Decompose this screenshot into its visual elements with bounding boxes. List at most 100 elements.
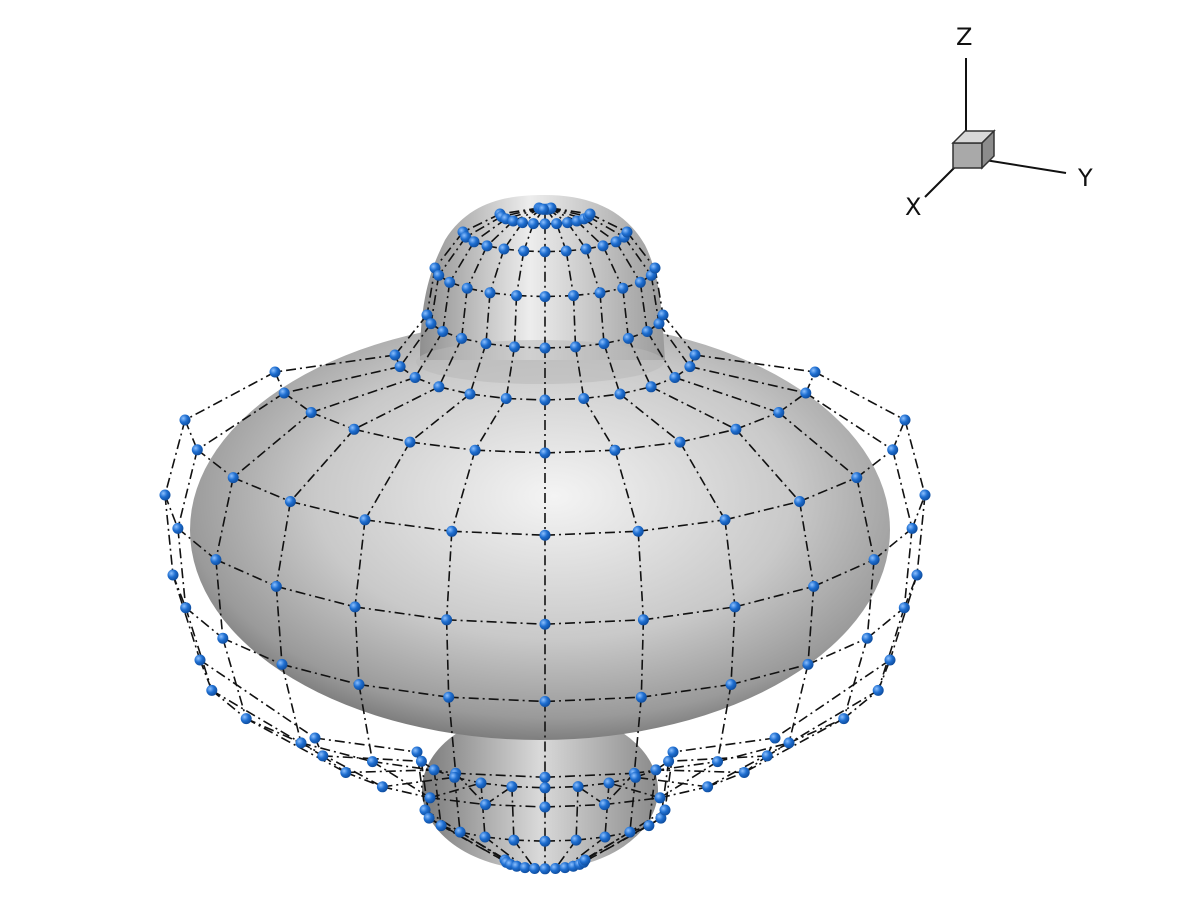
net-edge — [637, 531, 645, 620]
net-edge — [608, 782, 661, 799]
net-edge — [889, 574, 918, 661]
control-point — [480, 338, 492, 350]
net-edge — [275, 586, 283, 665]
control-point — [206, 684, 218, 696]
control-point — [539, 529, 551, 541]
net-edge — [730, 663, 809, 686]
control-point — [539, 618, 551, 630]
net-edge — [300, 742, 373, 763]
control-point — [549, 863, 561, 874]
net-edge — [544, 785, 579, 789]
control-point — [539, 835, 551, 847]
net-edge — [274, 354, 396, 373]
net-edge — [451, 449, 476, 532]
control-point — [421, 309, 433, 321]
net-edge — [164, 419, 186, 496]
control-point — [868, 554, 880, 566]
control-point — [461, 282, 473, 294]
y-axis-line — [984, 159, 1067, 174]
control-point — [809, 366, 821, 378]
net-edge — [604, 782, 610, 838]
net-edge — [904, 419, 926, 496]
control-point — [641, 326, 653, 337]
net-edge — [358, 684, 374, 762]
net-edge — [646, 331, 676, 378]
net-edge — [614, 449, 639, 532]
control-point — [603, 777, 615, 789]
net-edge — [409, 393, 471, 443]
net-edge — [364, 519, 452, 533]
net-edge — [300, 742, 383, 788]
net-edge — [438, 236, 467, 276]
net-edge — [475, 449, 546, 454]
control-point — [738, 767, 750, 778]
control-point — [529, 863, 541, 874]
control-point — [404, 436, 416, 448]
control-point — [539, 696, 551, 707]
axis-triad: Z Y X — [905, 23, 1093, 221]
net-edge — [451, 530, 546, 536]
net-edge — [856, 477, 875, 560]
control-point — [899, 414, 911, 426]
control-point — [578, 393, 590, 404]
net-edge — [614, 441, 681, 451]
net-edge — [798, 501, 815, 587]
control-point — [295, 737, 307, 749]
net-edge — [485, 803, 546, 808]
net-edge — [515, 250, 525, 296]
x-axis-line — [924, 163, 959, 198]
net-edge — [805, 392, 894, 451]
control-point — [240, 713, 252, 725]
control-point — [481, 240, 493, 252]
net-edge — [184, 371, 276, 421]
net-edge — [434, 231, 464, 269]
control-point — [773, 407, 785, 418]
control-point — [898, 602, 910, 614]
control-point — [539, 801, 551, 813]
control-point — [539, 863, 551, 875]
net-edge — [724, 500, 800, 521]
net-edge — [619, 393, 681, 443]
control-point — [663, 755, 675, 767]
control-point — [519, 862, 531, 874]
control-point — [610, 236, 622, 248]
control-point — [468, 236, 480, 248]
control-point — [667, 746, 679, 758]
control-point — [609, 444, 621, 456]
control-point — [622, 332, 634, 344]
control-point — [562, 217, 573, 229]
net-edge — [544, 619, 644, 625]
net-edge — [353, 428, 411, 443]
control-point — [518, 245, 530, 257]
net-edge — [172, 574, 201, 661]
net-edge — [283, 392, 312, 414]
net-edge — [650, 386, 737, 431]
net-edge — [449, 241, 475, 283]
net-edge — [184, 607, 213, 691]
control-point — [539, 291, 551, 303]
control-point — [517, 217, 528, 229]
control-point — [443, 691, 455, 703]
control-point — [761, 750, 773, 762]
net-edge — [501, 207, 540, 218]
control-point — [599, 799, 610, 811]
net-edge — [506, 397, 546, 401]
net-edge — [185, 607, 224, 639]
net-edge — [480, 782, 486, 838]
net-edge — [734, 585, 814, 608]
net-edge — [574, 346, 585, 399]
control-point — [614, 388, 626, 400]
control-point — [539, 447, 551, 459]
net-edge — [716, 684, 732, 762]
control-point — [579, 854, 591, 866]
control-point — [597, 240, 609, 252]
control-point — [669, 372, 681, 383]
shaded-surface — [190, 195, 890, 870]
control-point — [415, 755, 427, 767]
net-edge — [382, 776, 455, 788]
net-edge — [382, 786, 431, 799]
net-edge — [735, 428, 801, 503]
net-edge — [232, 411, 312, 479]
net-edge — [602, 245, 624, 289]
net-edge — [662, 314, 696, 356]
